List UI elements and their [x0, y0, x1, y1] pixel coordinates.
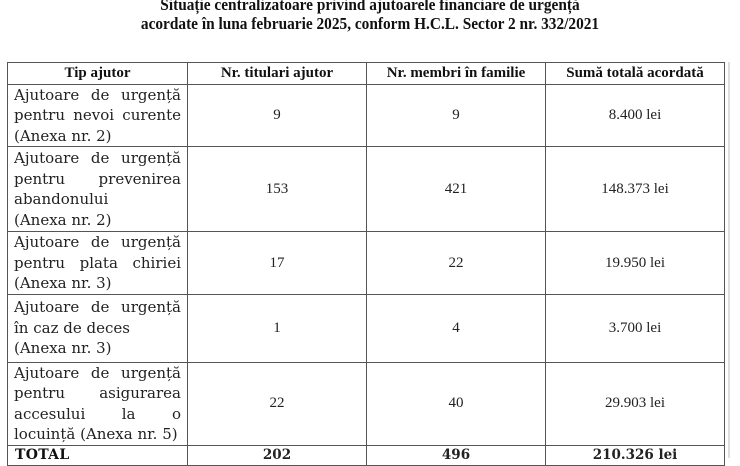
cell-suma: 148.373 lei: [545, 146, 725, 232]
cell-titulari: 153: [187, 146, 367, 232]
total-label: TOTAL: [7, 444, 188, 466]
header-suma-totala: Sumă totală acordată: [545, 62, 725, 85]
cell-tip-ajutor-line1: Ajutoare de urgență pentru prevenirea ab…: [14, 149, 181, 208]
table-total-row: TOTAL 202 496 210.326 lei: [7, 444, 725, 466]
cell-membri: 421: [366, 146, 546, 232]
cell-tip-ajutor: Ajutoare de urgență pentru nevoi curente…: [7, 83, 188, 147]
total-membri: 496: [366, 444, 546, 466]
cell-titulari: 22: [187, 361, 367, 446]
title-line-2: acordate în luna februarie 2025, conform…: [140, 14, 600, 33]
cell-membri: 9: [366, 83, 546, 147]
cell-tip-ajutor-line1: Ajutoare de urgență în caz de deces: [14, 298, 181, 337]
table-row: Ajutoare de urgență pentru plata chiriei…: [7, 231, 725, 295]
cell-titulari: 1: [187, 293, 367, 363]
cell-tip-ajutor-line2: (Anexa nr. 2): [14, 210, 112, 229]
cell-titulari: 17: [187, 231, 367, 295]
header-nr-membri: Nr. membri în familie: [366, 62, 546, 85]
table-row: Ajutoare de urgență pentru nevoi curente…: [7, 83, 725, 147]
header-nr-titulari: Nr. titulari ajutor: [187, 62, 367, 85]
cell-tip-ajutor: Ajutoare de urgență pentru prevenirea ab…: [7, 146, 188, 232]
cell-suma: 19.950 lei: [545, 231, 725, 295]
cell-tip-ajutor: Ajutoare de urgență pentru plata chiriei…: [7, 231, 188, 295]
emergency-aid-summary-table: Tip ajutor Nr. titulari ajutor Nr. membr…: [7, 62, 725, 466]
cell-suma: 8.400 lei: [545, 83, 725, 147]
cell-membri: 4: [366, 293, 546, 363]
cell-tip-ajutor-line2: (Anexa nr. 3): [14, 339, 112, 358]
cell-tip-ajutor: Ajutoare de urgență în caz de deces (Ane…: [7, 293, 188, 363]
total-suma: 210.326 lei: [545, 444, 725, 466]
cell-suma: 3.700 lei: [545, 293, 725, 363]
cell-membri: 22: [366, 231, 546, 295]
title-line-1: Situație centralizatoare privind ajutoar…: [160, 0, 580, 14]
header-tip-ajutor: Tip ajutor: [7, 62, 188, 85]
cell-membri: 40: [366, 361, 546, 446]
table-row: Ajutoare de urgență pentru asigurarea ac…: [7, 361, 725, 446]
table-row: Ajutoare de urgență în caz de deces (Ane…: [7, 293, 725, 363]
total-titulari: 202: [187, 444, 367, 466]
cell-titulari: 9: [187, 83, 367, 147]
table-row: Ajutoare de urgență pentru prevenirea ab…: [7, 146, 725, 232]
table-header-row: Tip ajutor Nr. titulari ajutor Nr. membr…: [7, 62, 725, 85]
cell-tip-ajutor: Ajutoare de urgență pentru asigurarea ac…: [7, 361, 188, 446]
cell-suma: 29.903 lei: [545, 361, 725, 446]
document-title: Situație centralizatoare privind ajutoar…: [26, 0, 714, 33]
table-shadow-edge: [728, 62, 730, 458]
